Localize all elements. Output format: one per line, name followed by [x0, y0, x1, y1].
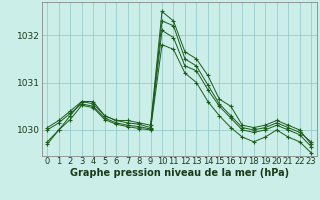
X-axis label: Graphe pression niveau de la mer (hPa): Graphe pression niveau de la mer (hPa) — [70, 168, 289, 178]
